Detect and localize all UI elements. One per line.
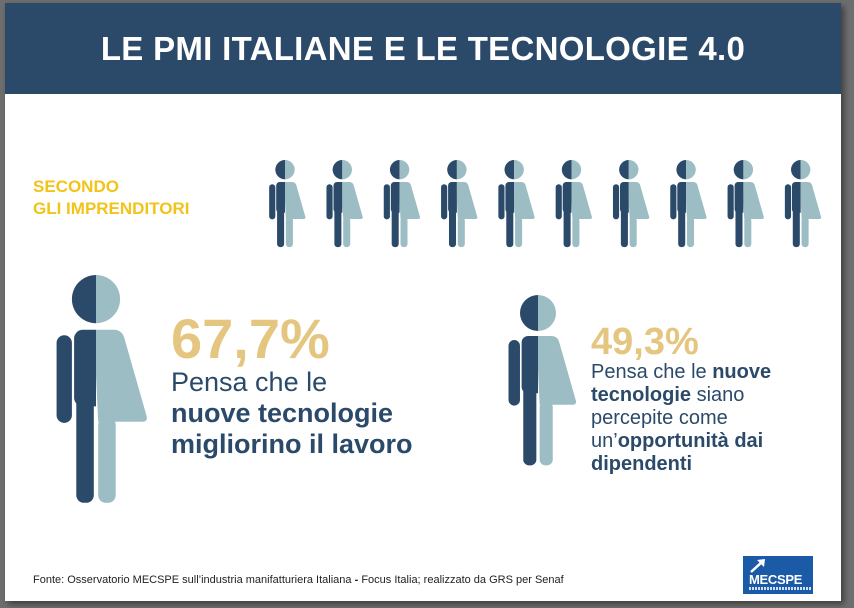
small-person-icon (269, 160, 306, 248)
page-title: LE PMI ITALIANE E LE TECNOLOGIE 4.0 (100, 29, 746, 67)
stat-1-line-1: Pensa che le (171, 367, 328, 397)
small-person-icon (498, 160, 535, 248)
stat-2-percentage: 49,3% (591, 321, 699, 363)
stat-2-description: Pensa che le nuove tecnologie siano perc… (591, 361, 821, 476)
stat-1-line-3: migliorino il lavoro (171, 429, 413, 459)
stat-2-line-2b: siano (691, 384, 745, 406)
small-person-icon (784, 160, 822, 248)
source-part-2: Focus Italia; realizzato da GRS per Sena… (361, 574, 564, 586)
small-person-icon (441, 160, 478, 248)
arrow-up-right-icon (750, 559, 765, 573)
person-icon-row (269, 160, 822, 248)
stat-2-line-2a: tecnologie (591, 384, 692, 406)
small-person-icon (727, 160, 764, 248)
stat-1-percentage: 67,7% (171, 307, 330, 370)
small-person-icon (383, 160, 421, 248)
infographic-slide: LE PMI ITALIANE E LE TECNOLOGIE 4.0 SECO… (5, 3, 841, 601)
small-person-icon (326, 160, 363, 248)
large-person-icon (56, 275, 147, 503)
mecspe-logo: MECSPE (743, 556, 813, 594)
small-person-icon (670, 160, 707, 248)
medium-person-icon (508, 295, 577, 466)
stat-2-line-1a: Pensa che le (591, 361, 713, 383)
stat-2-line-3: percepite come (591, 407, 728, 429)
header-bar: LE PMI ITALIANE E LE TECNOLOGIE 4.0 (5, 3, 841, 94)
logo-text: MECSPE (749, 572, 803, 587)
subtitle-line-2: GLI IMPRENDITORI (33, 199, 190, 218)
stat-2-line-5: dipendenti (591, 453, 693, 475)
small-person-icon (555, 160, 592, 248)
source-part-1: Fonte: Osservatorio MECSPE sull’industri… (33, 574, 352, 586)
small-person-icon (612, 160, 650, 248)
source-separator: - (351, 574, 362, 586)
logo-tagline (749, 587, 811, 590)
subtitle: SECONDO GLI IMPRENDITORI (33, 176, 189, 220)
subtitle-line-1: SECONDO (33, 177, 119, 196)
stat-2-line-4b: opportunità dai (617, 430, 764, 452)
source-note: Fonte: Osservatorio MECSPE sull’industri… (33, 574, 564, 586)
stat-1-line-2: nuove tecnologie (171, 398, 394, 428)
stat-2-line-1b: nuove (712, 361, 772, 383)
stat-2-line-4a: un’ (591, 430, 618, 452)
stat-1-description: Pensa che le nuove tecnologie migliorino… (171, 367, 471, 460)
